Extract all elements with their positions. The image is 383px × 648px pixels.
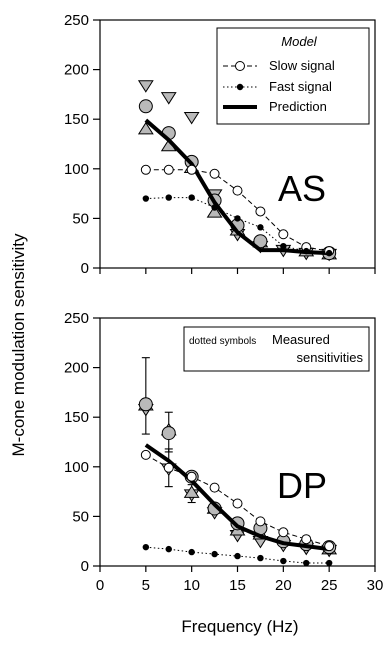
measured-circle xyxy=(138,397,153,412)
y-tick-label: 50 xyxy=(72,210,89,227)
y-tick-label: 250 xyxy=(64,12,89,29)
point-slow-signal xyxy=(278,527,289,538)
point-fast-signal xyxy=(188,194,195,201)
y-tick-label: 150 xyxy=(64,111,89,128)
y-tick-label: 0 xyxy=(81,558,89,575)
point-fast-signal xyxy=(234,552,241,560)
y-tick-label: 150 xyxy=(64,409,89,426)
point-fast-signal xyxy=(257,554,264,562)
panel-as: 0 50 100 150 200 250 AS Model Slow signal Fast si… xyxy=(64,12,376,277)
legend-box xyxy=(183,326,370,372)
y-tick-label: 100 xyxy=(64,459,89,476)
point-fast-signal xyxy=(165,545,172,553)
x-tick-label: 5 xyxy=(142,577,150,594)
point-fast-signal xyxy=(188,548,195,556)
point-fast-signal xyxy=(234,215,241,222)
panel-label: DP xyxy=(277,465,327,506)
measured-circle xyxy=(161,426,176,441)
x-tick-label: 15 xyxy=(229,577,246,594)
series-line-prediction xyxy=(144,443,330,552)
point-slow-signal xyxy=(209,168,220,179)
measured-triangle-up xyxy=(206,205,223,218)
legend-label-line: Measured xyxy=(272,332,330,347)
panel-label: AS xyxy=(278,168,326,209)
legend-marker-slow xyxy=(235,61,245,71)
point-slow-signal xyxy=(278,229,289,240)
point-slow-signal xyxy=(255,206,266,217)
point-fast-signal xyxy=(211,204,218,211)
x-tick-label: 0 xyxy=(96,577,104,594)
x-axis-label: Frequency (Hz) xyxy=(181,617,298,636)
y-axis-label: M-cone modulation sensitivity xyxy=(9,233,28,456)
point-slow-signal xyxy=(140,164,151,175)
point-slow-signal xyxy=(163,164,174,175)
point-slow-signal xyxy=(186,164,197,175)
point-slow-signal xyxy=(232,498,243,509)
x-tick-label: 25 xyxy=(321,577,338,594)
measured-circle xyxy=(138,99,153,114)
point-fast-signal xyxy=(303,247,310,255)
point-slow-signal xyxy=(186,471,197,482)
measured-triangle-down xyxy=(183,111,200,125)
point-fast-signal xyxy=(142,195,150,202)
point-fast-signal xyxy=(280,557,287,565)
legend-label-line: sensitivities xyxy=(297,350,364,365)
legend-title: Model xyxy=(281,34,318,49)
point-fast-signal xyxy=(211,550,218,558)
measured-triangle-up xyxy=(137,121,154,135)
measured-triangle-down xyxy=(160,92,177,105)
point-fast-signal xyxy=(325,559,333,567)
point-fast-signal xyxy=(142,543,150,551)
point-slow-signal xyxy=(209,482,220,493)
point-fast-signal xyxy=(325,249,333,257)
legend-label-fast: Fast signal xyxy=(269,79,332,94)
y-tick-label: 200 xyxy=(64,360,89,377)
point-fast-signal xyxy=(165,194,172,201)
point-slow-signal xyxy=(324,541,335,552)
y-tick-label: 100 xyxy=(64,161,89,178)
panel-dp: 0 50 100 150 200 250 0 5 10 15 20 25 30 DP dotted symb… xyxy=(64,310,383,594)
y-tick-label: 200 xyxy=(64,62,89,79)
y-tick-label: 250 xyxy=(64,310,89,327)
legend-marker-fast xyxy=(236,83,244,91)
point-fast-signal xyxy=(280,242,287,250)
point-slow-signal xyxy=(163,462,174,473)
y-tick-label: 0 xyxy=(81,260,89,277)
point-slow-signal xyxy=(232,185,243,196)
point-slow-signal xyxy=(255,516,266,527)
series-line-prediction xyxy=(144,118,330,256)
legend-note: dotted symbols xyxy=(189,336,256,347)
point-slow-signal xyxy=(140,449,151,460)
point-slow-signal xyxy=(301,534,312,545)
x-tick-label: 20 xyxy=(275,577,292,594)
legend-label-prediction: Prediction xyxy=(269,99,327,114)
x-tick-label: 30 xyxy=(367,577,383,594)
measured-triangle-up xyxy=(183,485,200,498)
measured-triangle-down xyxy=(137,80,154,93)
x-tick-label: 10 xyxy=(183,577,200,594)
legend-label-slow: Slow signal xyxy=(269,58,335,73)
point-fast-signal xyxy=(257,224,264,231)
point-fast-signal xyxy=(303,559,310,567)
y-tick-label: 50 xyxy=(72,508,89,525)
